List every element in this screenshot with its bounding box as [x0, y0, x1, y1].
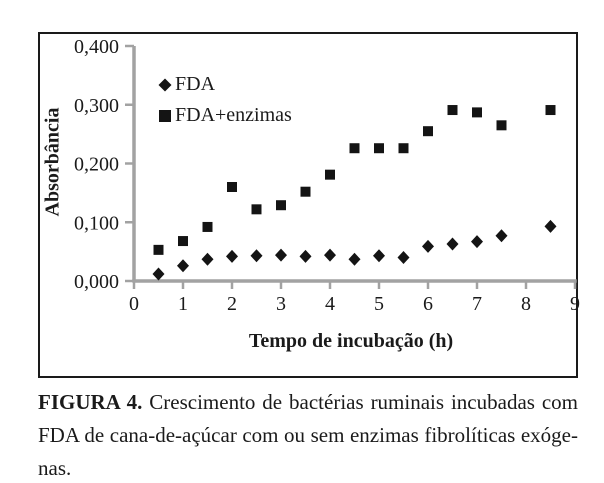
data-point-FDA — [544, 219, 557, 233]
caption-line-2: FDA de cana-de-açúcar com ou sem enzimas… — [38, 423, 578, 447]
x-tick-label: 8 — [521, 293, 531, 315]
legend-item-fda-enzimas: FDA+enzimas — [158, 100, 292, 131]
data-point-FDA — [324, 248, 336, 262]
x-tick-label: 4 — [325, 293, 335, 315]
data-point-FDA+enzimas — [496, 120, 507, 131]
data-point-FDA — [348, 252, 361, 266]
data-point-FDA — [152, 267, 165, 281]
x-axis-title: Tempo de incubação (h) — [248, 330, 454, 352]
x-tick-label: 1 — [178, 293, 188, 315]
data-point-FDA+enzimas — [398, 143, 409, 154]
data-point-FDA — [495, 229, 508, 243]
caption-label: FIGURA 4. — [38, 390, 143, 414]
y-tick-label: 0,100 — [74, 212, 119, 234]
x-tick-label: 9 — [570, 293, 580, 315]
y-tick-label: 0,000 — [74, 271, 119, 293]
x-tick-label: 2 — [227, 293, 237, 315]
data-point-FDA+enzimas — [325, 169, 335, 180]
data-point-FDA — [250, 249, 263, 263]
square-icon — [159, 109, 171, 122]
x-tick-label: 5 — [374, 293, 384, 315]
data-point-FDA — [275, 248, 287, 262]
x-tick-label: 3 — [276, 293, 286, 315]
data-point-FDA — [226, 249, 238, 263]
x-tick-label: 6 — [423, 293, 433, 315]
data-point-FDA+enzimas — [349, 143, 360, 154]
diamond-icon — [158, 78, 172, 91]
data-point-FDA+enzimas — [153, 244, 164, 255]
data-point-FDA+enzimas — [545, 105, 556, 116]
data-point-FDA+enzimas — [251, 204, 262, 215]
x-tick-label: 7 — [472, 293, 482, 315]
data-point-FDA+enzimas — [300, 186, 311, 197]
data-point-FDA+enzimas — [227, 182, 237, 192]
figure-caption: FIGURA 4. Crescimento de bactérias rumin… — [38, 386, 578, 483]
data-point-FDA+enzimas — [178, 236, 188, 247]
legend-item-fda: FDA — [158, 69, 292, 100]
chart-frame: 0,000 0,100 0,200 0,300 0,400 0 1 2 3 4 5 6 7 8 9 FDA … — [38, 32, 580, 378]
data-point-FDA — [446, 237, 459, 251]
legend-label-fda-enzimas: FDA+enzimas — [175, 104, 292, 126]
data-point-FDA+enzimas — [447, 105, 458, 116]
data-point-FDA+enzimas — [472, 107, 482, 118]
data-point-FDA+enzimas — [374, 143, 384, 154]
data-point-FDA+enzimas — [202, 221, 213, 232]
data-point-FDA — [422, 239, 434, 253]
chart-legend: FDA FDA+enzimas — [158, 69, 292, 131]
y-axis-title: Absorbância — [41, 107, 64, 217]
data-point-FDA+enzimas — [276, 200, 286, 211]
data-point-FDA — [397, 251, 410, 264]
data-point-FDA — [177, 259, 189, 273]
y-tick-label: 0,200 — [74, 154, 119, 176]
data-point-FDA — [299, 249, 312, 263]
caption-line-3: nas. — [38, 456, 72, 480]
y-tick-label: 0,400 — [74, 36, 119, 58]
data-point-FDA — [471, 235, 483, 249]
data-point-FDA+enzimas — [423, 126, 433, 137]
data-point-FDA — [201, 252, 214, 266]
scatter-chart: 0,000 0,100 0,200 0,300 0,400 0 1 2 3 4 5 6 7 8 9 — [74, 36, 580, 315]
data-point-FDA — [373, 249, 385, 263]
y-tick-label: 0,300 — [74, 95, 119, 117]
legend-label-fda: FDA — [175, 73, 216, 95]
x-tick-label: 0 — [129, 293, 139, 315]
caption-line-1: FIGURA 4. Crescimento de bactérias rumin… — [38, 390, 578, 414]
